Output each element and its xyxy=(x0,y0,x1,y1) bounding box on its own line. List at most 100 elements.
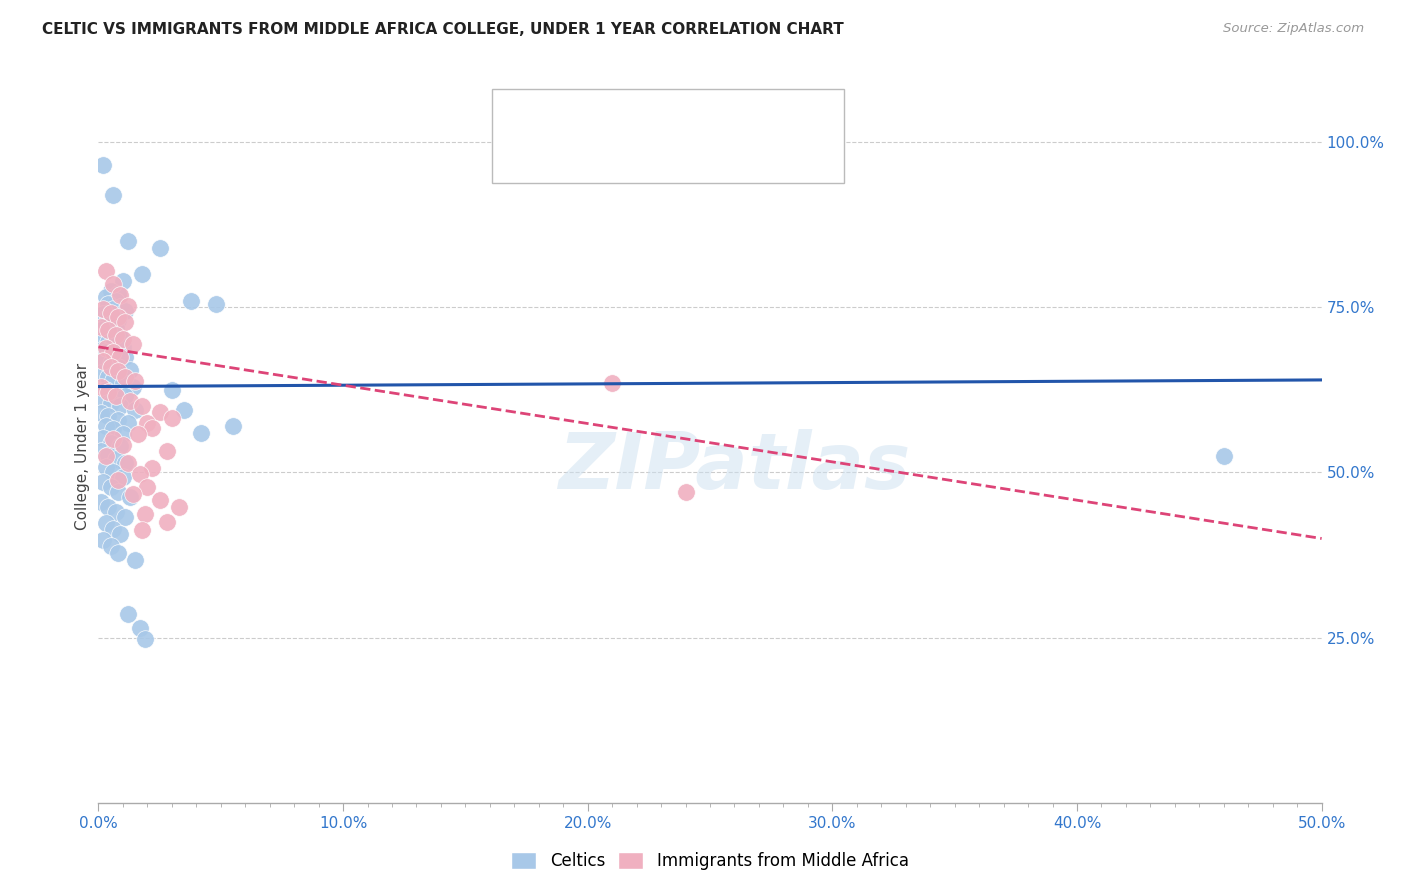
Point xyxy=(117,234,139,248)
Point xyxy=(110,330,132,344)
Point xyxy=(120,363,142,377)
Point xyxy=(107,313,129,327)
Point xyxy=(97,384,120,399)
Point xyxy=(180,293,202,308)
Point xyxy=(101,433,124,447)
Point xyxy=(111,274,134,288)
Point xyxy=(131,523,153,537)
Point xyxy=(107,310,129,325)
Point xyxy=(167,500,190,514)
Point xyxy=(90,320,112,334)
Point xyxy=(97,369,120,384)
Point xyxy=(91,431,114,445)
Y-axis label: College, Under 1 year: College, Under 1 year xyxy=(75,362,90,530)
Point xyxy=(120,394,142,409)
Point xyxy=(107,287,129,301)
Point xyxy=(100,480,122,494)
Point xyxy=(91,475,114,490)
Point xyxy=(97,448,120,462)
Point xyxy=(104,452,127,467)
Point xyxy=(149,404,172,418)
Point xyxy=(222,419,245,434)
Point xyxy=(114,350,136,364)
Point xyxy=(111,376,134,391)
Point xyxy=(97,335,120,350)
Point xyxy=(117,299,139,313)
Text: ZIPatlas: ZIPatlas xyxy=(558,429,911,506)
Point xyxy=(101,301,124,316)
Point xyxy=(173,402,195,417)
Point xyxy=(97,409,120,424)
Point xyxy=(117,607,139,622)
Point xyxy=(124,402,146,417)
Point xyxy=(136,480,159,494)
Point xyxy=(101,422,124,436)
Point xyxy=(121,486,143,500)
Point xyxy=(110,527,132,541)
Point xyxy=(91,533,114,547)
Point xyxy=(107,364,129,378)
Point xyxy=(97,297,120,311)
Point xyxy=(134,632,156,646)
Point xyxy=(111,470,134,484)
Point xyxy=(110,300,132,314)
Point xyxy=(90,367,112,381)
Point xyxy=(90,343,112,358)
Point xyxy=(100,540,122,554)
Point xyxy=(101,188,124,202)
Text: CELTIC VS IMMIGRANTS FROM MIDDLE AFRICA COLLEGE, UNDER 1 YEAR CORRELATION CHART: CELTIC VS IMMIGRANTS FROM MIDDLE AFRICA … xyxy=(42,22,844,37)
Point xyxy=(111,438,134,452)
Point xyxy=(91,333,114,347)
Point xyxy=(1212,449,1234,463)
Point xyxy=(107,546,129,560)
Text: N =: N = xyxy=(686,111,725,128)
Point xyxy=(149,493,172,508)
Point xyxy=(90,323,112,337)
Point xyxy=(94,264,117,278)
Point xyxy=(91,353,114,368)
Point xyxy=(94,318,117,333)
Text: R =: R = xyxy=(550,111,589,128)
Point xyxy=(121,336,143,351)
Point xyxy=(124,374,146,388)
Point xyxy=(111,427,134,442)
Point xyxy=(94,290,117,304)
Point xyxy=(100,315,122,329)
Point xyxy=(104,321,127,335)
Point xyxy=(160,410,183,425)
Point xyxy=(600,376,623,391)
Point xyxy=(104,293,127,308)
Point xyxy=(131,400,153,414)
Point xyxy=(129,467,152,481)
Point xyxy=(101,522,124,536)
Point xyxy=(100,328,122,343)
Point xyxy=(104,348,127,362)
Point xyxy=(97,500,120,514)
Point xyxy=(94,460,117,475)
Point xyxy=(114,510,136,524)
Point xyxy=(110,439,132,453)
Point xyxy=(104,328,127,343)
Text: N =: N = xyxy=(686,148,725,166)
Text: 48: 48 xyxy=(742,148,768,166)
Point xyxy=(149,241,172,255)
Point xyxy=(94,326,117,340)
Text: -0.290: -0.290 xyxy=(593,148,658,166)
Point xyxy=(91,301,114,316)
Point xyxy=(101,466,124,480)
Point xyxy=(101,338,124,352)
Point xyxy=(160,383,183,397)
Point xyxy=(114,456,136,470)
Point xyxy=(90,379,112,393)
Point xyxy=(90,406,112,420)
Point xyxy=(111,332,134,346)
Text: Source: ZipAtlas.com: Source: ZipAtlas.com xyxy=(1223,22,1364,36)
Point xyxy=(100,435,122,450)
Point xyxy=(141,421,163,435)
Point xyxy=(129,621,152,635)
Point xyxy=(134,507,156,521)
Point xyxy=(124,552,146,566)
Point xyxy=(117,456,139,470)
Point xyxy=(121,379,143,393)
Point xyxy=(114,389,136,403)
